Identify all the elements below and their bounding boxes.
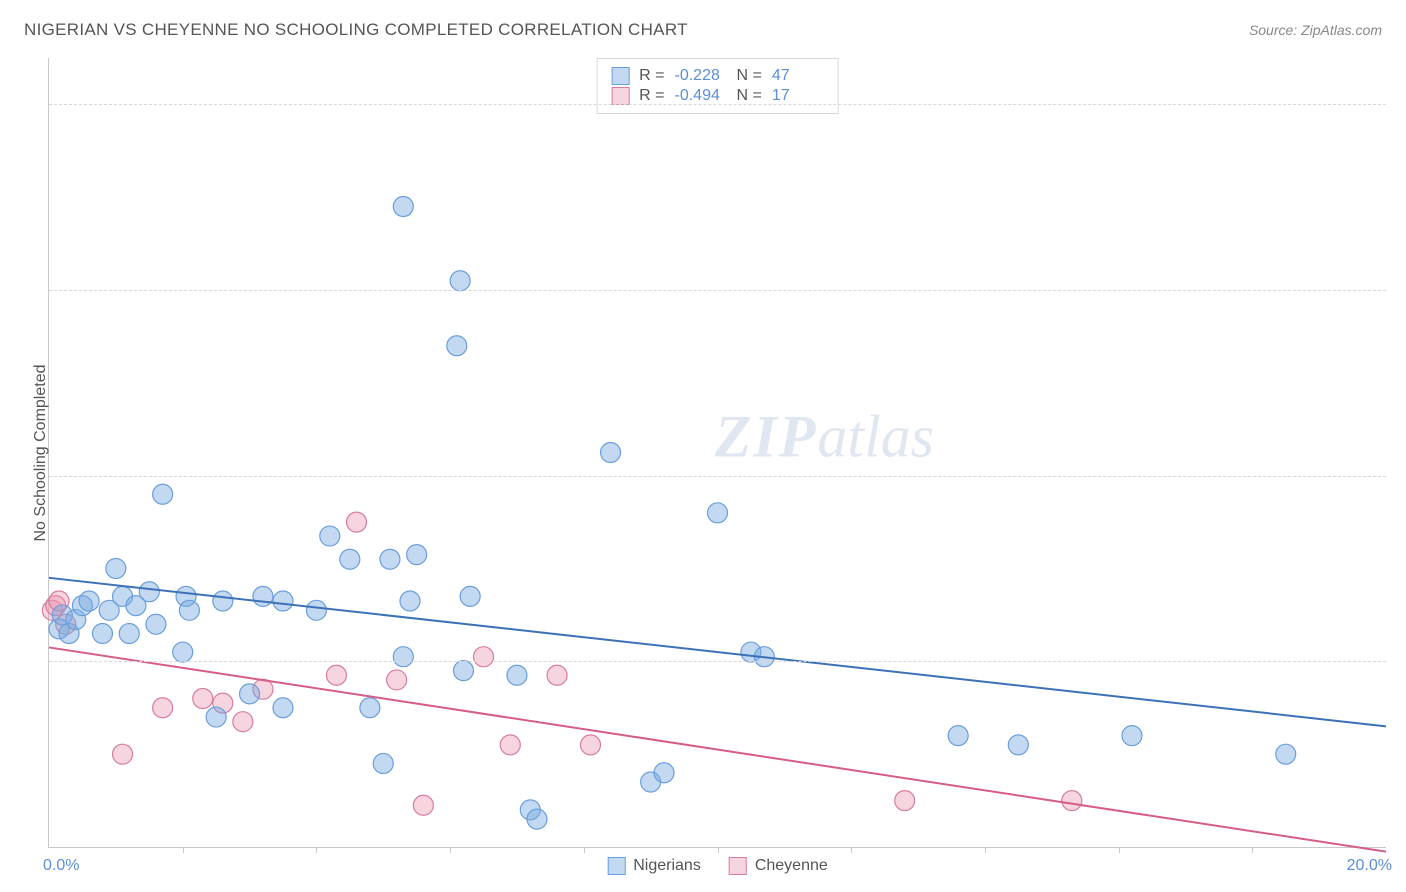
x-tick-mark <box>450 847 451 853</box>
x-tick-mark <box>316 847 317 853</box>
legend-item-2: Cheyenne <box>729 857 828 875</box>
x-axis-max-label: 20.0% <box>1347 857 1392 875</box>
y-axis-label: No Schooling Completed <box>32 364 50 541</box>
stat-r-label: R = <box>639 87 664 105</box>
stat-n-label: N = <box>737 67 762 85</box>
stat-n2: 17 <box>772 87 824 105</box>
scatter-plot <box>49 58 1386 847</box>
x-tick-mark <box>584 847 585 853</box>
x-axis-min-label: 0.0% <box>43 857 79 875</box>
x-tick-mark <box>718 847 719 853</box>
chart-source: Source: ZipAtlas.com <box>1249 22 1382 38</box>
stat-r1: -0.228 <box>675 67 727 85</box>
stat-n1: 47 <box>772 67 824 85</box>
swatch-blue <box>611 67 629 85</box>
stat-r-label: R = <box>639 67 664 85</box>
chart-header: NIGERIAN VS CHEYENNE NO SCHOOLING COMPLE… <box>24 20 1382 40</box>
legend-label-2: Cheyenne <box>755 857 828 875</box>
gridline-h <box>49 661 1386 662</box>
chart-title: NIGERIAN VS CHEYENNE NO SCHOOLING COMPLE… <box>24 20 688 40</box>
x-tick-mark <box>1252 847 1253 853</box>
legend-stats-row-2: R = -0.494 N = 17 <box>611 87 824 105</box>
x-tick-mark <box>985 847 986 853</box>
x-tick-mark <box>851 847 852 853</box>
legend-label-1: Nigerians <box>633 857 701 875</box>
legend-item-1: Nigerians <box>607 857 701 875</box>
swatch-pink <box>611 87 629 105</box>
stat-r2: -0.494 <box>675 87 727 105</box>
bottom-legend: Nigerians Cheyenne <box>607 857 828 875</box>
gridline-h <box>49 290 1386 291</box>
legend-swatch-blue <box>607 857 625 875</box>
x-tick-mark <box>1119 847 1120 853</box>
legend-stats-row-1: R = -0.228 N = 47 <box>611 67 824 85</box>
chart-area: No Schooling Completed ZIPatlas R = -0.2… <box>48 58 1386 848</box>
legend-stats-box: R = -0.228 N = 47 R = -0.494 N = 17 <box>596 58 839 114</box>
gridline-h <box>49 476 1386 477</box>
stat-n-label: N = <box>737 87 762 105</box>
x-tick-mark <box>183 847 184 853</box>
gridline-h <box>49 104 1386 105</box>
legend-swatch-pink <box>729 857 747 875</box>
